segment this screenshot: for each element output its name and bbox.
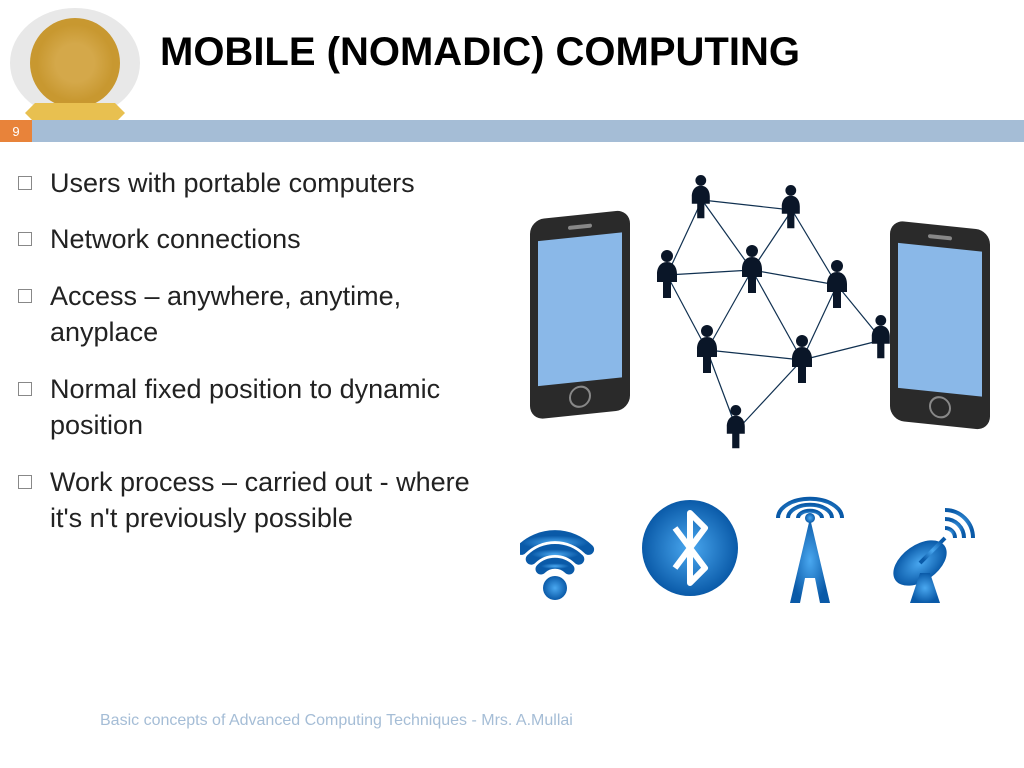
bullet-text: Normal fixed position to dynamic positio… [50, 371, 495, 444]
slide-title: MOBILE (NOMADIC) COMPUTING [160, 30, 800, 75]
satellite-dish-icon [880, 488, 980, 613]
bullet-item: Normal fixed position to dynamic positio… [18, 371, 495, 444]
bullet-item: Network connections [18, 221, 495, 257]
wifi-icon [520, 488, 620, 613]
bullet-box-icon [18, 289, 32, 303]
college-logo [10, 8, 140, 118]
bullet-list: Users with portable computers Network con… [0, 165, 495, 557]
bullet-box-icon [18, 382, 32, 396]
slide-number: 9 [0, 120, 32, 142]
bullet-text: Access – anywhere, anytime, anyplace [50, 278, 495, 351]
header-bar: 9 [0, 120, 1024, 142]
tower-icon [760, 488, 860, 613]
bullet-item: Work process – carried out - where it's … [18, 464, 495, 537]
bullet-item: Access – anywhere, anytime, anyplace [18, 278, 495, 351]
bullet-box-icon [18, 176, 32, 190]
bullet-box-icon [18, 232, 32, 246]
bullet-item: Users with portable computers [18, 165, 495, 201]
wireless-icons-row [510, 470, 990, 630]
bullet-text: Users with portable computers [50, 165, 415, 201]
bullet-box-icon [18, 475, 32, 489]
bullet-text: Work process – carried out - where it's … [50, 464, 495, 537]
footer-text: Basic concepts of Advanced Computing Tec… [100, 712, 573, 730]
bluetooth-icon [640, 488, 740, 613]
bullet-text: Network connections [50, 221, 301, 257]
network-graphic [500, 160, 1020, 475]
